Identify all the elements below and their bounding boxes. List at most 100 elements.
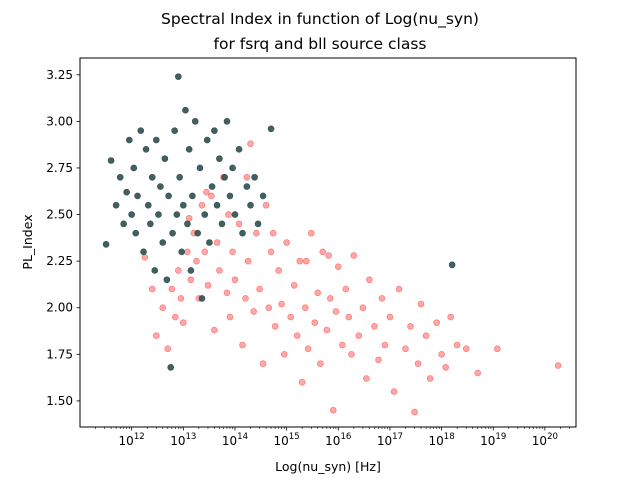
data-point: [302, 304, 309, 312]
data-point: [411, 408, 418, 416]
data-point: [447, 313, 454, 321]
data-point: [193, 257, 200, 265]
data-point: [259, 360, 267, 367]
data-point: [132, 229, 140, 237]
data-point: [180, 201, 187, 209]
data-point: [371, 323, 378, 330]
data-point: [417, 300, 425, 308]
data-point: [329, 406, 337, 414]
data-point: [134, 192, 141, 200]
data-point: [159, 304, 167, 312]
x-tick-label: 1018: [428, 432, 454, 448]
data-point: [474, 369, 481, 377]
data-point: [235, 220, 243, 228]
data-point: [414, 360, 422, 367]
data-point: [239, 341, 246, 349]
data-point: [317, 360, 324, 367]
data-point: [253, 229, 260, 237]
data-point: [185, 146, 193, 153]
x-tick-label: 1016: [325, 432, 351, 448]
data-point: [123, 188, 130, 196]
data-point: [201, 211, 209, 218]
data-point: [177, 295, 185, 302]
data-point: [226, 192, 234, 200]
data-point: [269, 229, 277, 237]
data-point: [169, 229, 176, 237]
data-point: [203, 136, 211, 144]
data-point: [332, 308, 340, 315]
data-point: [339, 341, 346, 349]
y-tick-label: 3.00: [46, 114, 73, 128]
data-point: [148, 173, 156, 181]
data-point: [375, 356, 382, 364]
data-point: [216, 267, 223, 274]
data-point: [178, 248, 185, 256]
data-point: [390, 388, 398, 395]
data-point: [161, 155, 169, 162]
data-point: [433, 319, 440, 326]
data-point: [194, 229, 202, 237]
data-point: [229, 164, 236, 172]
data-point: [422, 332, 430, 339]
data-point: [198, 295, 206, 302]
y-axis-label: PL_Index: [20, 214, 35, 269]
data-point: [191, 118, 199, 125]
data-point: [216, 155, 223, 162]
data-point: [453, 341, 461, 349]
data-point: [176, 173, 183, 181]
data-point: [267, 125, 275, 133]
data-point: [198, 201, 206, 209]
points-layer: [102, 73, 562, 416]
plot-frame: [79, 57, 577, 428]
series-0: [141, 140, 562, 416]
data-point: [213, 239, 221, 246]
data-point: [141, 254, 149, 261]
data-point: [208, 192, 215, 200]
y-tick-label: 1.75: [46, 347, 73, 361]
data-point: [206, 239, 213, 246]
data-point: [247, 201, 254, 209]
data-point: [345, 313, 353, 321]
x-tick-label: 1019: [480, 432, 506, 448]
data-point: [378, 295, 386, 302]
data-point: [128, 211, 135, 218]
data-point: [213, 201, 221, 209]
data-point: [223, 118, 231, 125]
data-point: [247, 140, 254, 148]
x-tick-label: 1014: [222, 432, 248, 448]
data-point: [243, 173, 251, 181]
data-point: [314, 289, 322, 297]
x-tick-label: 1013: [170, 432, 196, 448]
data-point: [223, 289, 231, 297]
data-point: [231, 276, 239, 284]
data-point: [221, 173, 228, 181]
data-point: [407, 323, 414, 330]
data-point: [293, 332, 301, 339]
series-1: [102, 73, 456, 371]
data-point: [184, 220, 191, 228]
data-point: [184, 248, 191, 256]
data-point: [231, 211, 239, 218]
data-point: [148, 285, 156, 293]
data-point: [211, 326, 218, 334]
data-point: [229, 248, 236, 256]
data-point: [145, 201, 152, 209]
data-point: [342, 285, 350, 293]
data-point: [462, 345, 470, 353]
data-point: [256, 285, 263, 293]
data-point: [196, 164, 204, 172]
data-point: [168, 285, 176, 293]
y-tick-label: 2.75: [46, 161, 73, 175]
data-point: [153, 136, 160, 144]
data-point: [163, 276, 171, 284]
data-point: [137, 127, 145, 134]
data-point: [254, 220, 262, 228]
data-point: [180, 319, 187, 326]
data-point: [173, 211, 181, 218]
data-point: [359, 304, 367, 312]
data-point: [167, 364, 174, 371]
data-point: [395, 285, 403, 293]
data-point: [298, 378, 306, 386]
data-point: [290, 282, 298, 289]
